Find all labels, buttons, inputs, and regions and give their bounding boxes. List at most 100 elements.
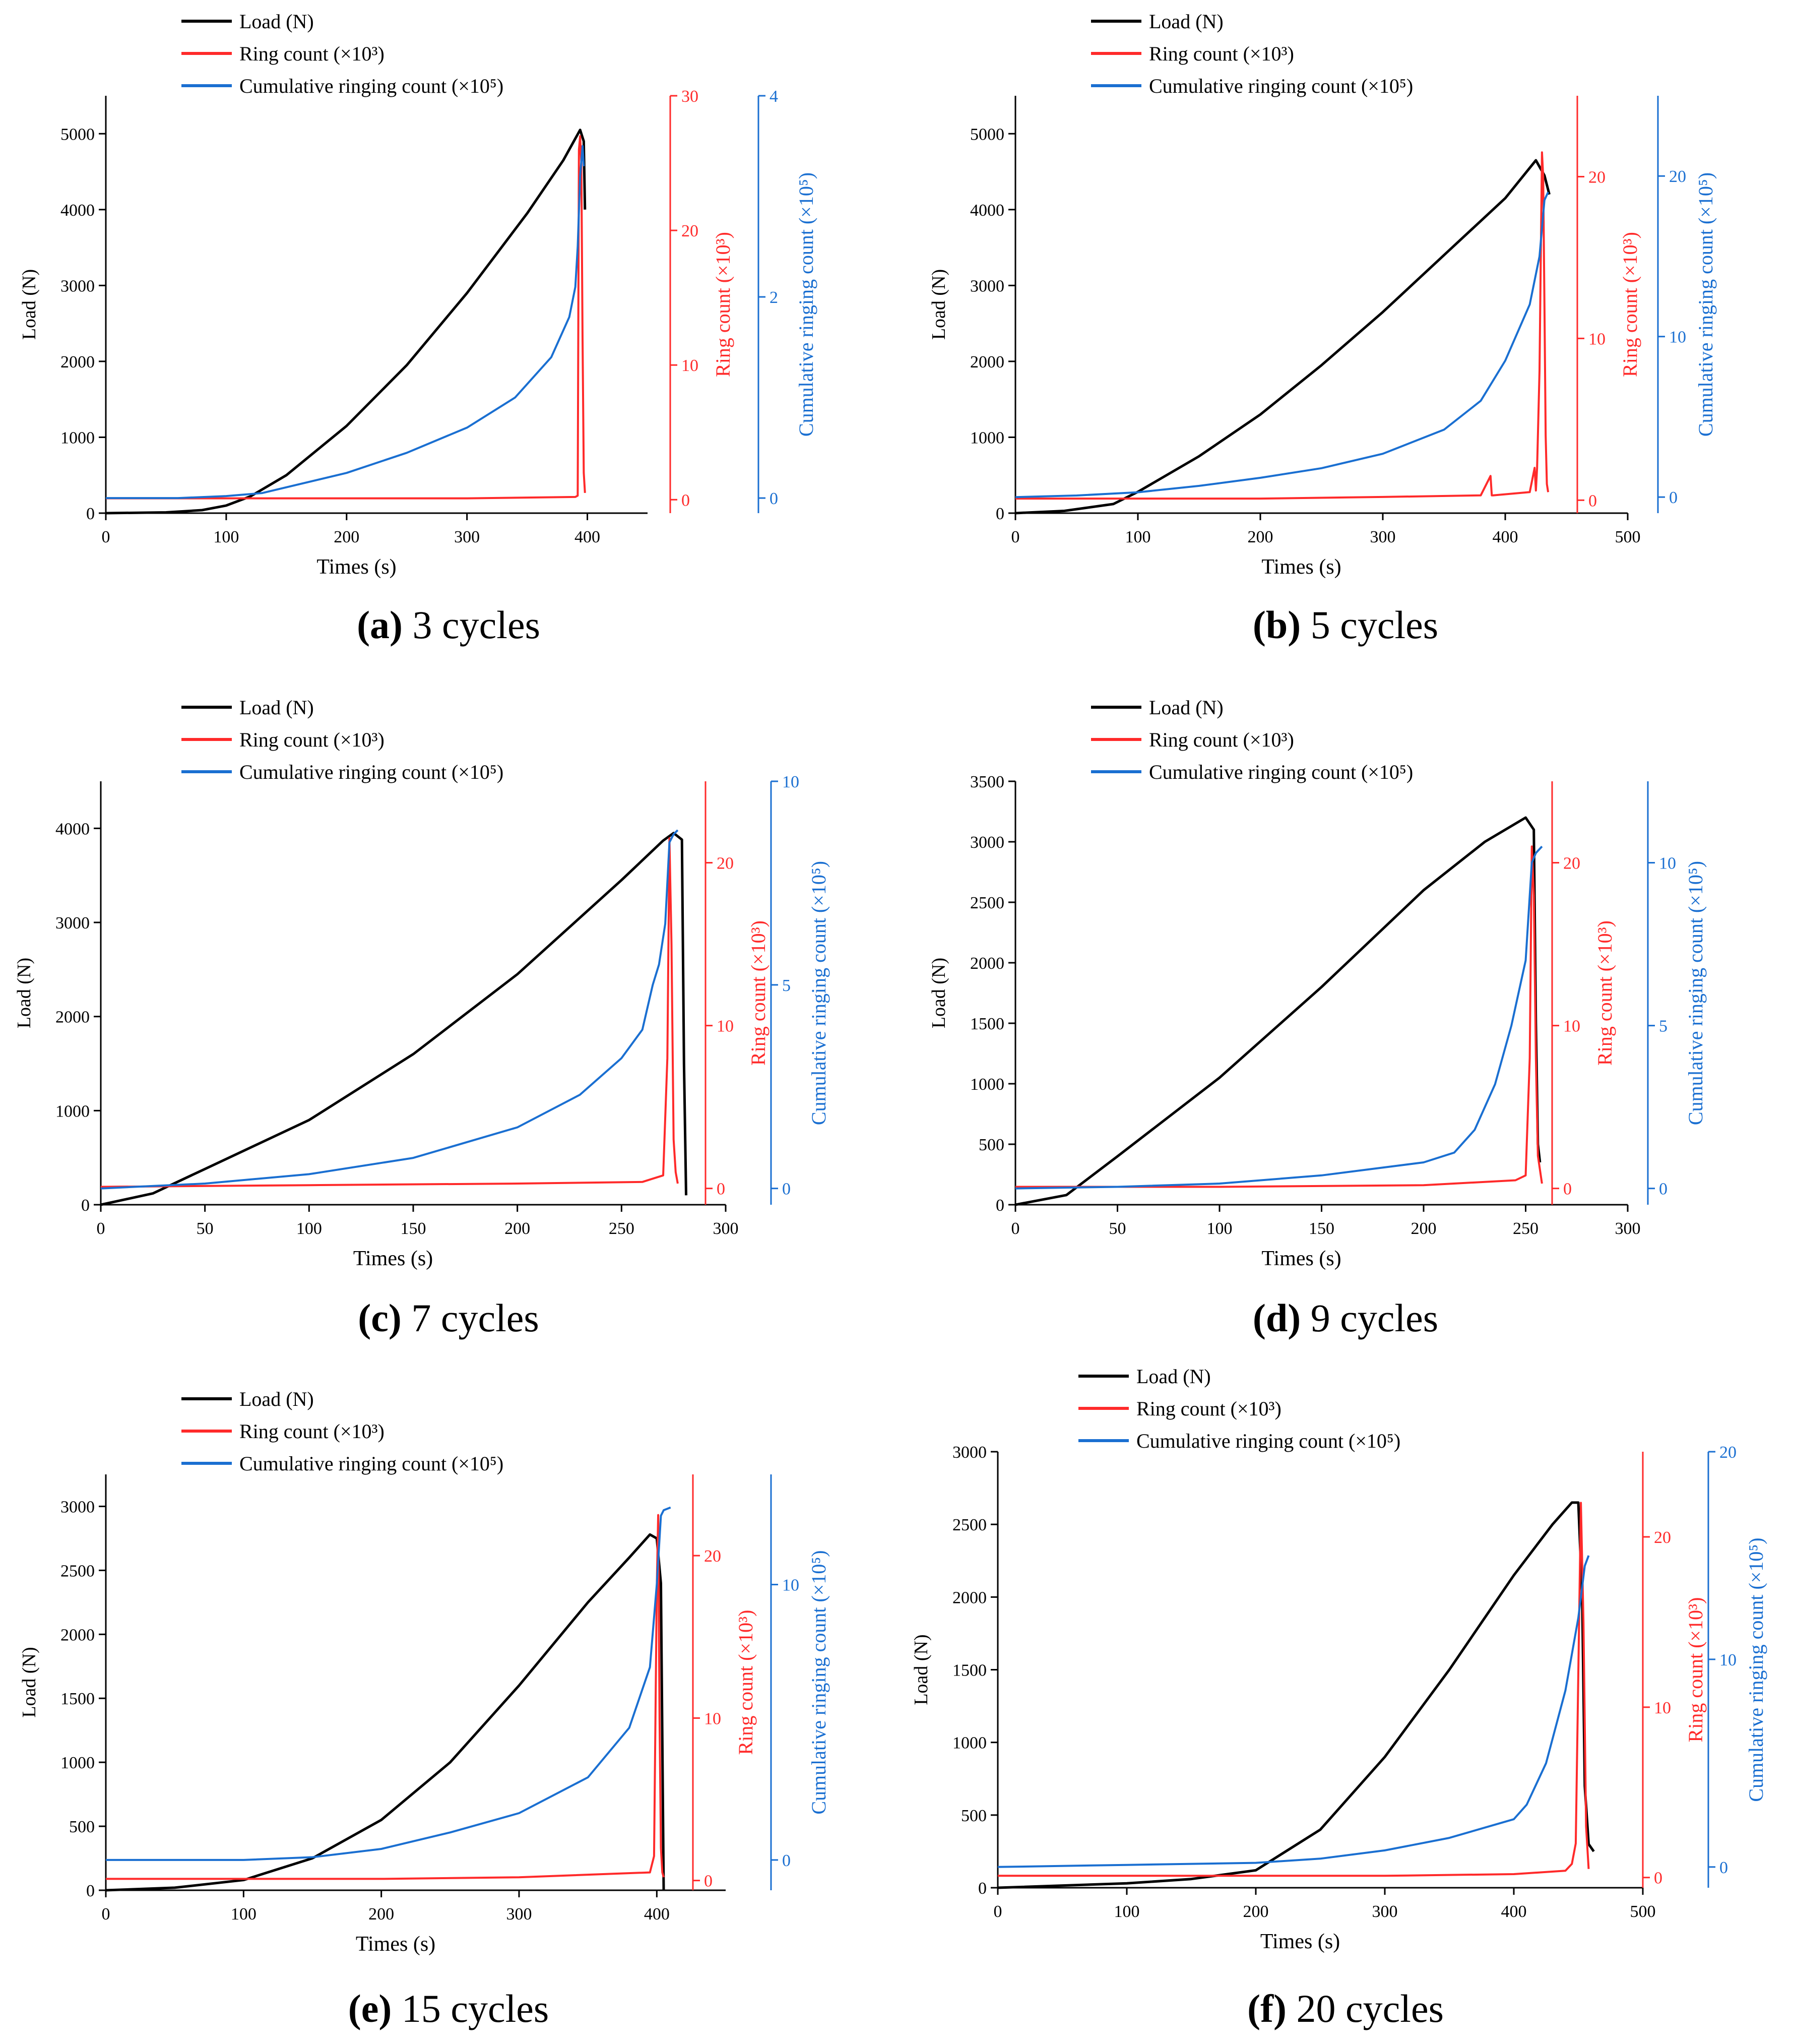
y-ring-tick-label: 10: [1588, 330, 1606, 348]
y-left-tick-label: 3000: [55, 914, 90, 933]
y-cum-axis-label: Cumulative ringing count (×10⁵): [1694, 172, 1717, 437]
x-tick-label: 100: [213, 528, 239, 546]
x-tick-label: 100: [1207, 1219, 1233, 1238]
series-line-ring: [998, 1502, 1590, 1877]
x-tick-label: 0: [97, 1219, 105, 1238]
x-tick-label: 200: [1411, 1219, 1437, 1238]
x-tick-label: 300: [1615, 1219, 1641, 1238]
legend-label: Cumulative ringing count (×10⁵): [239, 761, 503, 783]
x-tick-label: 400: [1501, 1902, 1527, 1921]
y-ring-tick-label: 0: [1654, 1869, 1662, 1888]
y-ring-tick-label: 0: [704, 1872, 713, 1891]
x-tick-label: 300: [454, 528, 480, 546]
caption-c: (c) 7 cycles: [358, 1296, 539, 1340]
x-axis-label: Times (s): [1260, 1930, 1340, 1953]
series-line-load: [100, 832, 687, 1206]
series-line-load: [105, 129, 587, 515]
y-left-tick-label: 500: [69, 1818, 95, 1836]
series-line-load: [997, 1501, 1595, 1889]
y-cum-axis-label: Cumulative ringing count (×10⁵): [1684, 861, 1707, 1125]
x-tick-label: 200: [368, 1905, 394, 1924]
y-ring-axis-label: Ring count (×10³): [747, 920, 770, 1066]
y-ring-tick-label: 0: [1588, 491, 1597, 510]
x-tick-label: 0: [102, 1905, 110, 1924]
y-left-tick-label: 5000: [60, 125, 95, 144]
y-ring-tick-label: 20: [1654, 1528, 1671, 1547]
x-tick-label: 0: [1011, 1219, 1020, 1238]
x-axis-label: Times (s): [353, 1247, 433, 1270]
series-line-load: [1015, 159, 1551, 515]
x-tick-label: 0: [1011, 528, 1020, 546]
y-ring-tick-label: 20: [1563, 854, 1580, 873]
y-left-tick-label: 0: [86, 1882, 95, 1900]
y-left-tick-label: 0: [81, 1196, 90, 1215]
x-tick-label: 250: [1513, 1219, 1539, 1238]
y-left-tick-label: 1000: [60, 428, 95, 447]
x-tick-label: 300: [506, 1905, 532, 1924]
y-left-tick-label: 3500: [970, 773, 1004, 791]
y-cum-tick-label: 20: [1719, 1443, 1737, 1462]
legend-label: Cumulative ringing count (×10⁵): [1149, 75, 1413, 97]
y-left-tick-label: 1500: [60, 1690, 95, 1708]
y-left-tick-label: 2500: [952, 1516, 987, 1534]
y-left-tick-label: 4000: [970, 201, 1004, 220]
x-tick-label: 150: [401, 1219, 426, 1238]
y-ring-tick-label: 10: [717, 1017, 734, 1036]
x-tick-label: 50: [1109, 1219, 1126, 1238]
y-ring-tick-label: 30: [681, 87, 698, 106]
y-cum-tick-label: 0: [1669, 488, 1678, 507]
x-tick-label: 500: [1630, 1902, 1656, 1921]
y-ring-tick-label: 20: [704, 1547, 721, 1566]
y-ring-tick-label: 0: [717, 1180, 725, 1199]
legend-label: Ring count (×10³): [239, 728, 385, 751]
y-ring-axis-label: Ring count (×10³): [1593, 920, 1616, 1066]
y-left-tick-label: 3000: [60, 1498, 95, 1516]
y-cum-tick-label: 20: [1669, 167, 1686, 186]
y-ring-tick-label: 10: [1654, 1699, 1671, 1717]
caption-f: (f) 20 cycles: [1247, 1987, 1444, 2030]
y-left-tick-label: 1000: [970, 428, 1004, 447]
y-cum-tick-label: 0: [782, 1180, 791, 1199]
y-ring-tick-label: 10: [1563, 1017, 1580, 1036]
series-line-cumulative: [1015, 192, 1549, 499]
series-line-cumulative: [106, 145, 585, 500]
y-cum-tick-label: 5: [1659, 1017, 1668, 1036]
series-line-ring: [106, 1514, 665, 1880]
y-left-axis-label: Load (N): [911, 1634, 932, 1705]
x-tick-label: 500: [1615, 528, 1641, 546]
caption-a: (a) 3 cycles: [357, 603, 540, 647]
y-left-tick-label: 1000: [55, 1102, 90, 1121]
y-left-tick-label: 1500: [970, 1015, 1004, 1033]
y-ring-axis-label: Ring count (×10³): [712, 232, 734, 377]
legend-label: Cumulative ringing count (×10⁵): [239, 1452, 503, 1475]
legend-label: Load (N): [1149, 696, 1224, 719]
y-left-tick-label: 4000: [55, 820, 90, 838]
y-ring-axis-label: Ring count (×10³): [1619, 232, 1641, 377]
x-tick-label: 400: [644, 1905, 670, 1924]
y-cum-tick-label: 0: [770, 489, 778, 508]
legend-label: Load (N): [239, 1388, 314, 1410]
y-ring-tick-label: 0: [681, 491, 690, 510]
series-line-ring: [100, 837, 679, 1188]
y-left-tick-label: 1000: [952, 1734, 987, 1753]
y-cum-tick-label: 5: [782, 976, 791, 995]
series-line-cumulative: [1015, 845, 1543, 1190]
y-left-tick-label: 2000: [970, 353, 1004, 371]
legend-label: Ring count (×10³): [1149, 728, 1294, 751]
y-cum-tick-label: 0: [1719, 1859, 1728, 1877]
x-tick-label: 200: [334, 528, 359, 546]
legend-label: Ring count (×10³): [239, 42, 385, 65]
caption-e: (e) 15 cycles: [348, 1987, 549, 2030]
y-left-tick-label: 2500: [970, 894, 1004, 912]
y-left-axis-label: Load (N): [19, 1647, 40, 1717]
series-line-cumulative: [106, 1506, 671, 1861]
x-tick-label: 200: [504, 1219, 530, 1238]
y-cum-axis-label: Cumulative ringing count (×10⁵): [807, 1550, 830, 1814]
y-left-tick-label: 2500: [60, 1562, 95, 1580]
series-line-load: [105, 1533, 665, 1892]
x-tick-label: 300: [1370, 528, 1396, 546]
x-tick-label: 400: [574, 528, 600, 546]
y-cum-axis-label: Cumulative ringing count (×10⁵): [795, 172, 817, 437]
